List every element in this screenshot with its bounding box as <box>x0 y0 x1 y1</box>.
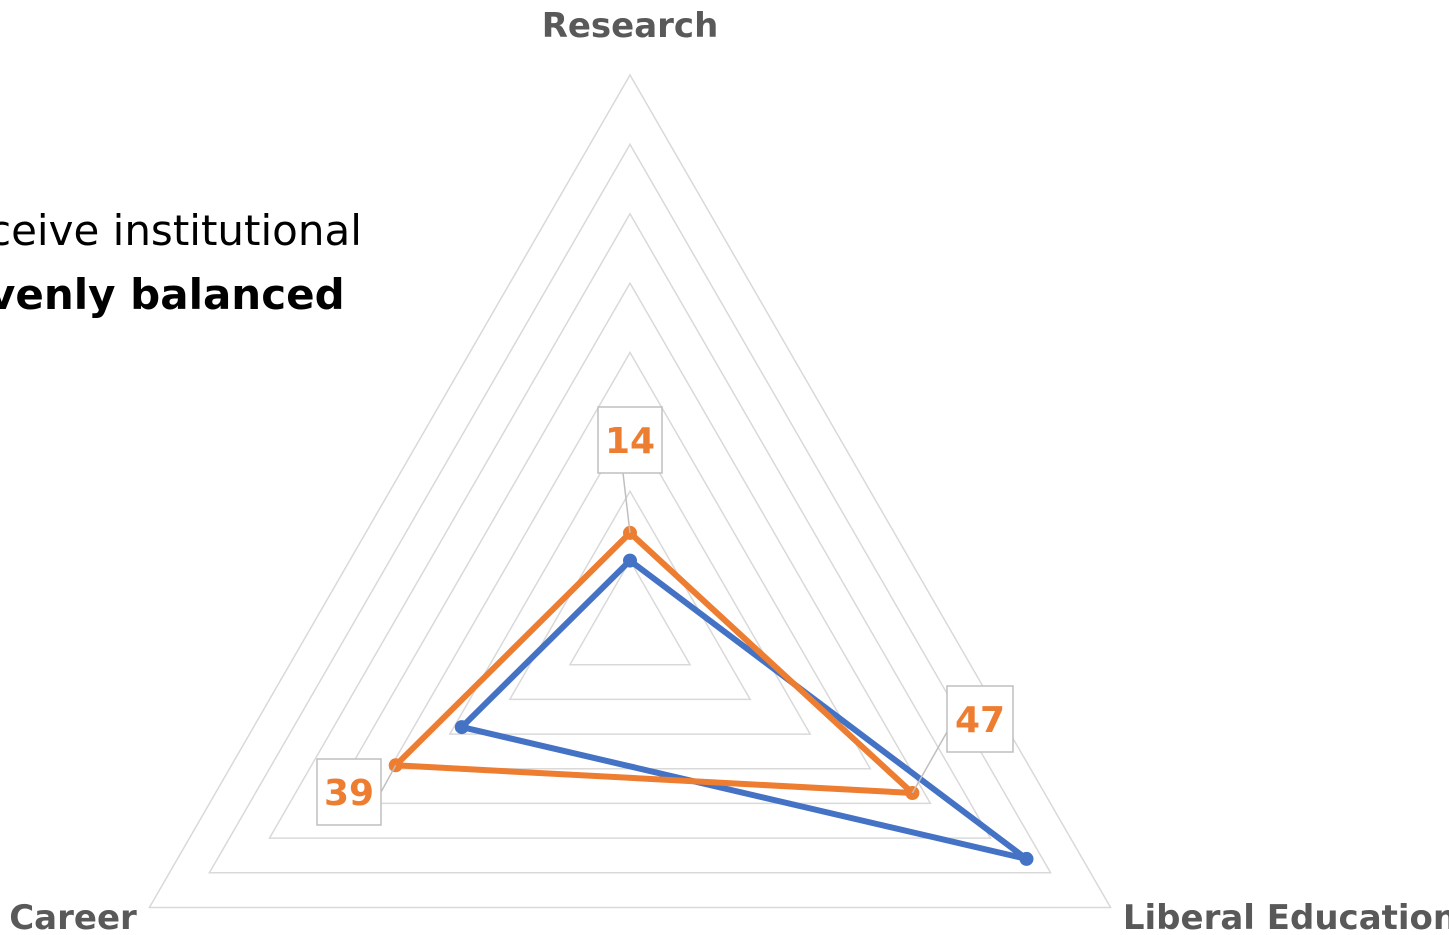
caption-line-2: venly balanced <box>0 270 345 319</box>
grid-ring-5 <box>328 281 932 805</box>
series-1-line <box>458 557 1030 862</box>
series-1-point-0 <box>623 553 637 568</box>
data-label-box-0 <box>597 406 663 474</box>
grid-ring-7 <box>208 142 1052 874</box>
axis-label-research: Research <box>542 6 719 46</box>
grid-ring-1 <box>568 559 692 666</box>
grid-ring-6 <box>268 212 992 839</box>
radar-series <box>388 525 1034 866</box>
grid-ring-2 <box>508 489 752 701</box>
radar-labels: 14 47 39 <box>316 406 1014 826</box>
series-1-point-1 <box>1019 851 1034 866</box>
axis-label-liberal-education: Liberal Education <box>1123 898 1449 935</box>
data-label-leader-2 <box>380 764 397 793</box>
grid-ring-8 <box>148 73 1112 909</box>
caption-line-1: ceive institutional <box>0 206 362 255</box>
series-0-line <box>392 529 916 796</box>
axis-label-career: Career <box>9 898 137 935</box>
data-label-box-1 <box>946 685 1014 753</box>
grid-ring-3 <box>448 420 812 735</box>
data-label-leader-1 <box>911 731 948 794</box>
data-label-1: 47 <box>955 700 1005 741</box>
data-label-leader-0 <box>622 472 631 533</box>
data-label-0: 14 <box>605 421 655 462</box>
radar-grid <box>148 73 1112 909</box>
data-label-box-2 <box>316 758 382 826</box>
series-1-point-2 <box>454 720 469 735</box>
data-label-2: 39 <box>324 773 374 814</box>
